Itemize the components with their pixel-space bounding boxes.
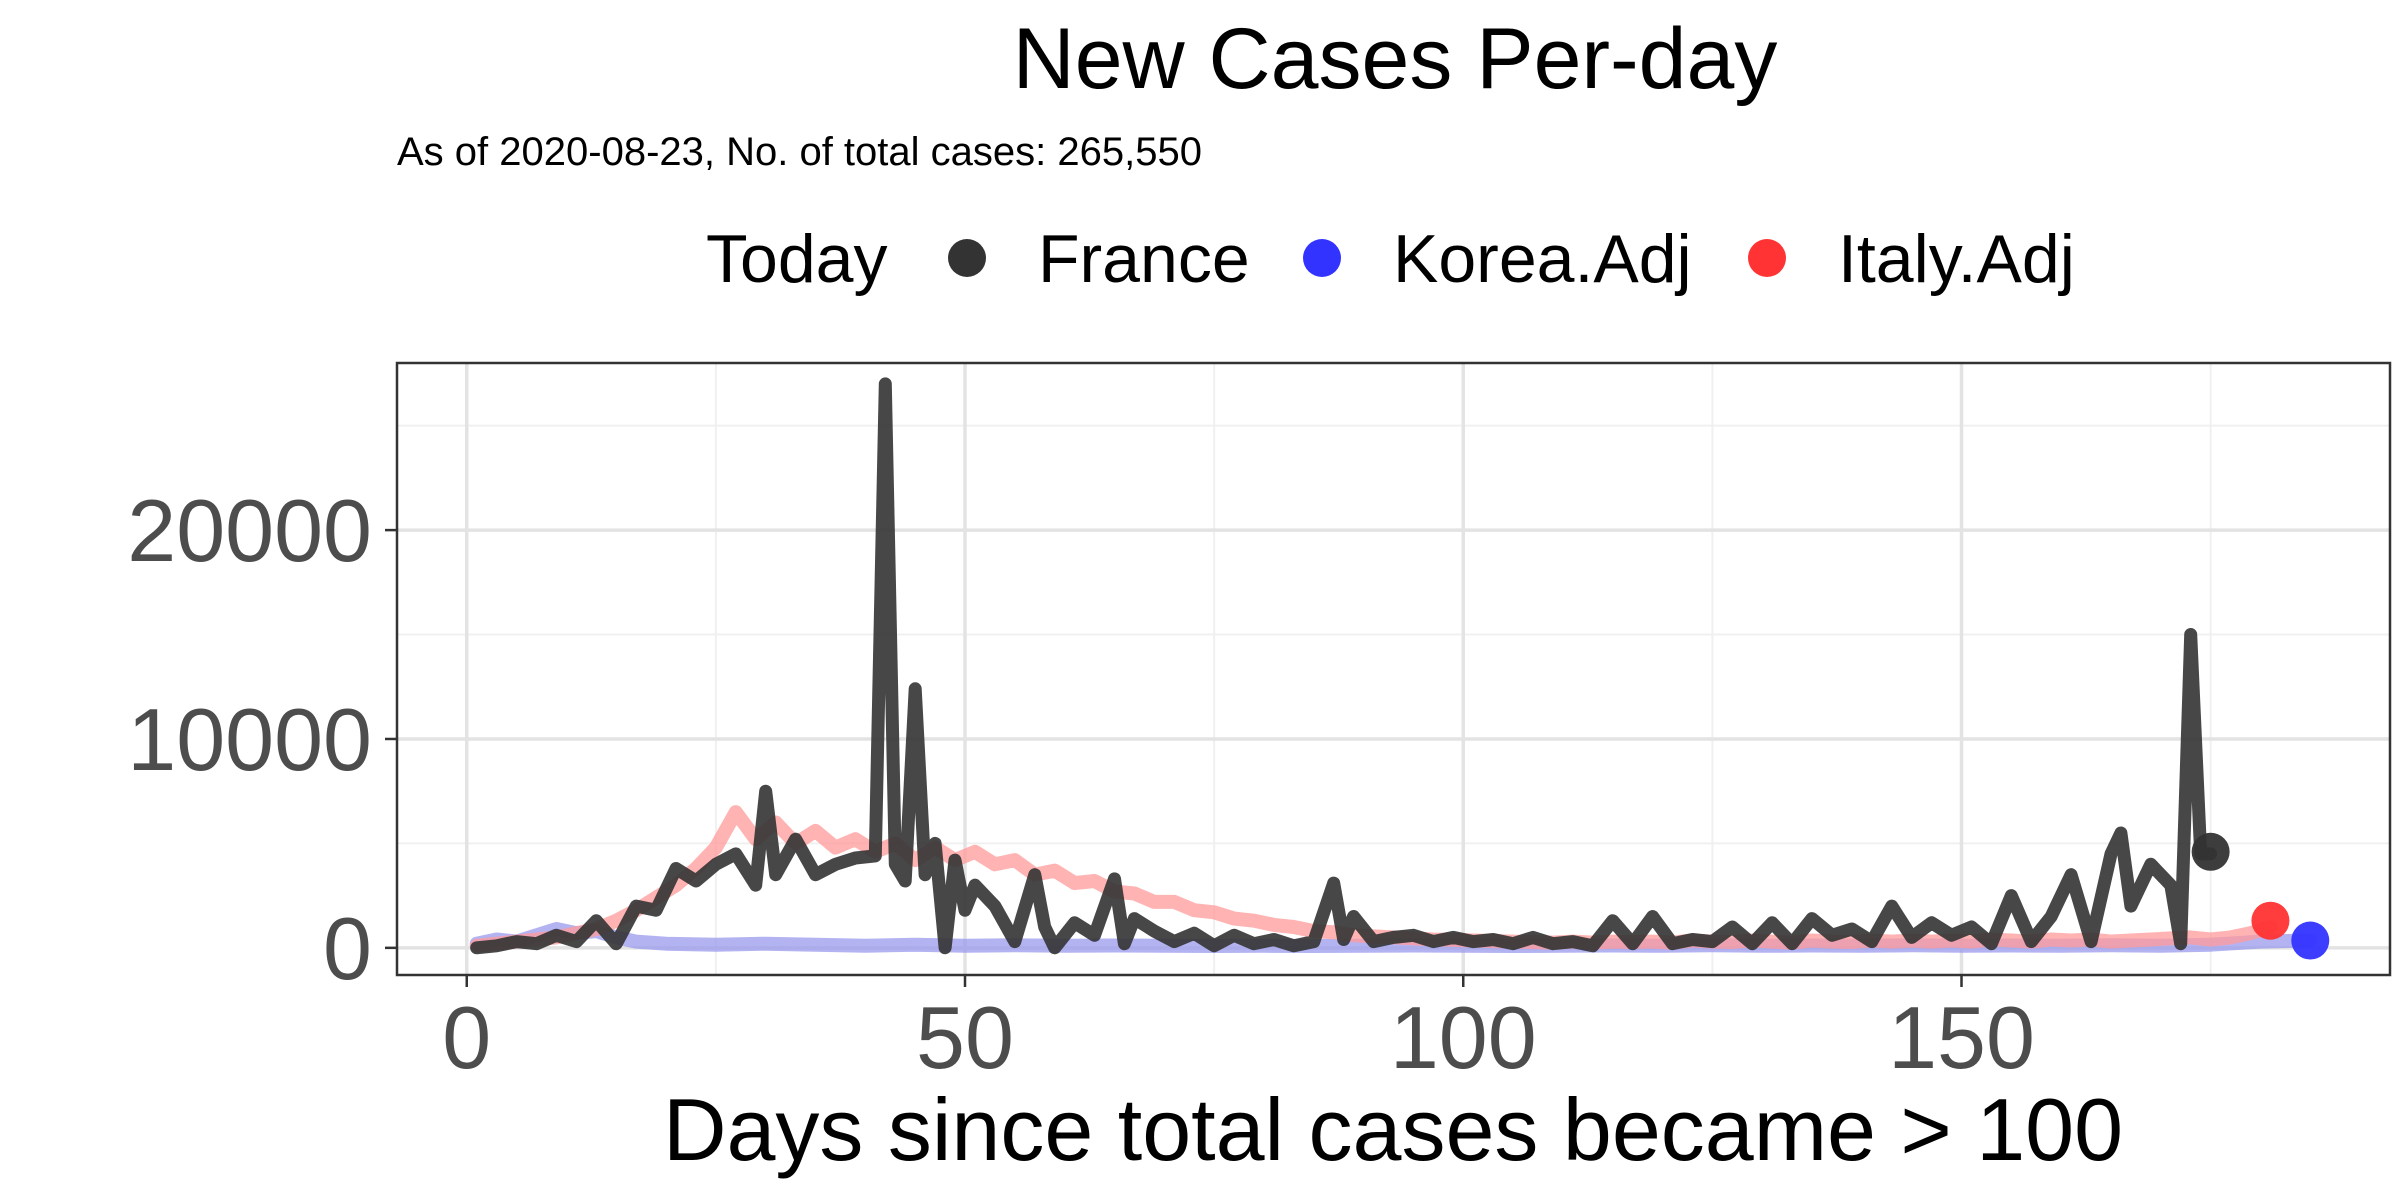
ticks-layer: 0 50 100 150 0 10000 20000 bbox=[127, 481, 2035, 1087]
today-marker-france bbox=[2191, 832, 2230, 871]
y-tick-label: 10000 bbox=[127, 690, 372, 789]
x-axis-title: Days since total cases became > 100 bbox=[663, 1080, 2123, 1179]
series-layer bbox=[469, 377, 2318, 955]
plot-border bbox=[395, 361, 2392, 977]
x-tick-label: 100 bbox=[1390, 988, 1537, 1087]
legend-label-italy: Italy.Adj bbox=[1838, 221, 2075, 297]
legend: Today France Korea.Adj Italy.Adj bbox=[706, 221, 2075, 297]
x-tick-label: 150 bbox=[1888, 988, 2035, 1087]
today-marker-italy-adj bbox=[2251, 901, 2290, 940]
chart-subtitle: As of 2020-08-23, No. of total cases: 26… bbox=[397, 130, 1202, 174]
legend-label-france: France bbox=[1038, 221, 1250, 297]
grid-minor bbox=[397, 363, 2390, 975]
x-tick-label: 50 bbox=[916, 988, 1014, 1087]
legend-title: Today bbox=[706, 221, 887, 297]
x-tick-label: 0 bbox=[442, 988, 491, 1087]
marker-layer bbox=[2191, 832, 2330, 960]
legend-key-france bbox=[948, 239, 986, 277]
today-marker-korea-adj bbox=[2291, 921, 2330, 960]
y-tick-label: 0 bbox=[323, 899, 372, 998]
y-tick-label: 20000 bbox=[127, 481, 372, 580]
legend-key-korea bbox=[1303, 239, 1341, 277]
series-line-france bbox=[470, 377, 2218, 955]
legend-label-korea: Korea.Adj bbox=[1393, 221, 1692, 297]
chart-title: New Cases Per-day bbox=[1013, 11, 1778, 107]
legend-key-italy bbox=[1748, 239, 1786, 277]
